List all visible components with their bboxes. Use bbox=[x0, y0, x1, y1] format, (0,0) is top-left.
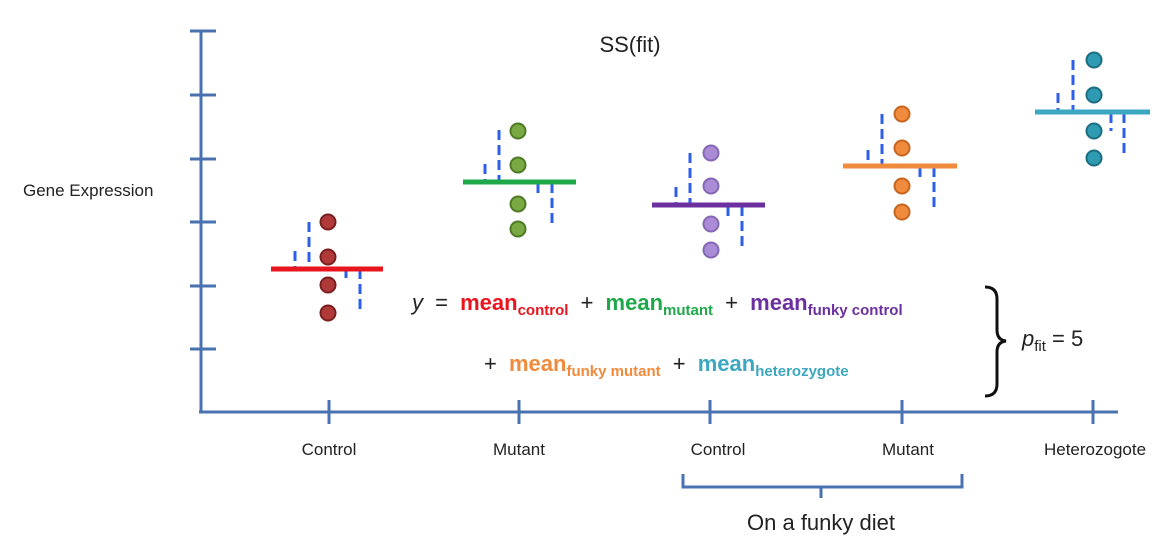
x-label-control: Control bbox=[301, 440, 357, 459]
group-heterozygote bbox=[1035, 51, 1150, 167]
brace-shape bbox=[984, 285, 1007, 398]
group-control bbox=[271, 213, 383, 322]
point-heterozygote-1 bbox=[1085, 86, 1103, 104]
y-axis-label: Gene Expression bbox=[23, 181, 154, 200]
x-label-mutant: Mutant bbox=[493, 440, 545, 459]
point-control-2 bbox=[319, 276, 337, 294]
equation-line-2: + meanfunky mutant + meanheterozygote bbox=[484, 351, 849, 380]
equation-term-control: meancontrol bbox=[460, 290, 569, 319]
point-funky-control-1 bbox=[702, 177, 720, 195]
axes bbox=[190, 29, 1118, 498]
group-funky-control bbox=[652, 144, 765, 259]
chart-title: SS(fit) bbox=[599, 32, 661, 57]
groups bbox=[271, 51, 1150, 322]
point-control-3 bbox=[319, 304, 337, 322]
point-funky-mutant-3 bbox=[893, 203, 911, 221]
funky-diet-label: On a funky diet bbox=[747, 510, 895, 535]
point-heterozygote-2 bbox=[1085, 122, 1103, 140]
equation-equals: = bbox=[435, 290, 448, 315]
point-funky-mutant-2 bbox=[893, 177, 911, 195]
point-funky-control-3 bbox=[702, 241, 720, 259]
right-brace bbox=[984, 285, 1007, 398]
p-fit-label: pfit = 5 bbox=[1022, 326, 1084, 355]
x-label-funky-control: Control bbox=[690, 440, 746, 459]
point-funky-control-0 bbox=[702, 144, 720, 162]
point-heterozygote-0 bbox=[1085, 51, 1103, 69]
equation-y: y bbox=[412, 290, 423, 315]
point-mutant-1 bbox=[509, 156, 527, 174]
point-funky-control-2 bbox=[702, 215, 720, 233]
equation-term-funky-control: meanfunky control bbox=[750, 290, 903, 319]
point-mutant-2 bbox=[509, 195, 527, 213]
point-control-0 bbox=[319, 213, 337, 231]
group-funky-mutant bbox=[843, 105, 957, 221]
equation-term-funky-mutant: meanfunky mutant bbox=[508, 351, 661, 380]
point-mutant-3 bbox=[509, 220, 527, 238]
x-label-funky-mutant: Mutant bbox=[882, 440, 934, 459]
equation-term-mutant: meanmutant bbox=[605, 290, 714, 319]
equation-term-heterozygote: meanheterozygote bbox=[697, 351, 849, 380]
funky-diet-bracket bbox=[681, 474, 964, 498]
point-heterozygote-3 bbox=[1085, 149, 1103, 167]
point-control-1 bbox=[319, 248, 337, 266]
group-mutant bbox=[463, 122, 576, 238]
point-funky-mutant-0 bbox=[893, 105, 911, 123]
point-mutant-0 bbox=[509, 122, 527, 140]
x-label-heterozygote: Heterozogote bbox=[1043, 440, 1147, 459]
equation-line-1: y = meancontrol + meanmutant + meanfunky… bbox=[412, 290, 903, 319]
point-funky-mutant-1 bbox=[893, 139, 911, 157]
